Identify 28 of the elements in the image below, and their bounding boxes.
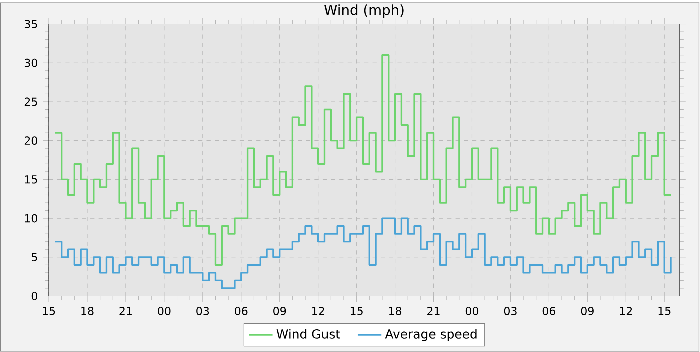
x-tick-label: 15 (43, 306, 56, 316)
x-tick-label: 15 (350, 306, 363, 316)
x-tick-label: 00 (158, 306, 171, 316)
x-tick-label: 06 (542, 306, 556, 316)
x-tick-label: 06 (235, 306, 248, 316)
x-tick-label: 03 (504, 306, 517, 316)
y-tick-label: 20 (24, 136, 38, 145)
legend-label: Wind Gust (276, 329, 340, 339)
x-tick-label: 12 (620, 306, 632, 316)
x-tick-label: 03 (196, 306, 210, 316)
x-tick-label: 09 (581, 306, 594, 316)
y-tick-label: 15 (25, 175, 38, 184)
y-tick-label: 25 (24, 98, 38, 106)
x-tick-label: 15 (658, 306, 671, 316)
x-tick-label: 00 (466, 306, 479, 316)
x-tick-label: 21 (120, 306, 132, 316)
legend-label: Average speed (385, 329, 477, 342)
chart-title: Wind (mph) (324, 4, 404, 18)
x-tick-label: 18 (82, 306, 94, 316)
x-tick-label: 12 (312, 306, 324, 316)
x-tick-label: 18 (389, 306, 402, 316)
x-tick-label: 21 (428, 306, 440, 316)
x-tick-label: 09 (274, 306, 286, 316)
y-tick-label: 30 (24, 58, 38, 68)
y-tick-label: 35 (24, 20, 38, 28)
y-tick-label: 5 (32, 253, 38, 262)
y-tick-label: 10 (25, 214, 38, 223)
y-tick-label: 0 (32, 292, 38, 300)
